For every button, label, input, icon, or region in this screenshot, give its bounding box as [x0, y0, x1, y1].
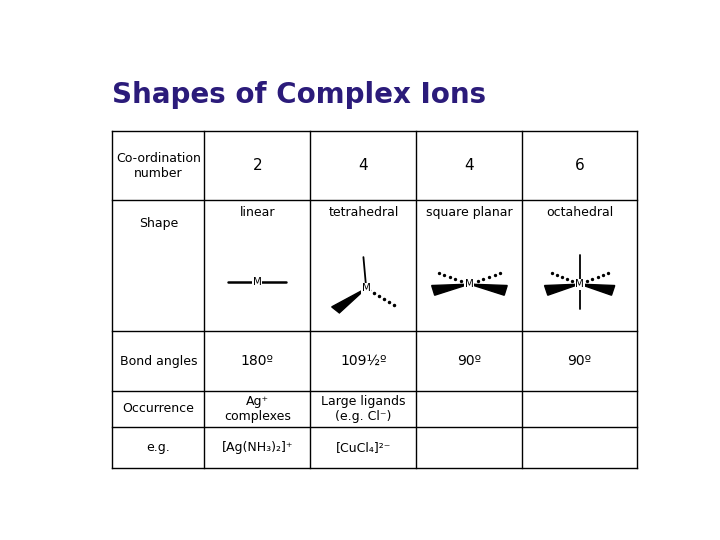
Text: e.g.: e.g.	[146, 441, 170, 454]
Polygon shape	[469, 284, 507, 295]
Text: 90º: 90º	[567, 354, 592, 368]
Text: Occurrence: Occurrence	[122, 402, 194, 415]
Text: [Ag(NH₃)₂]⁺: [Ag(NH₃)₂]⁺	[222, 441, 293, 454]
Polygon shape	[544, 284, 580, 295]
Text: Large ligands
(e.g. Cl⁻): Large ligands (e.g. Cl⁻)	[321, 395, 405, 423]
Text: Shapes of Complex Ions: Shapes of Complex Ions	[112, 82, 487, 110]
Text: Shape: Shape	[139, 217, 178, 231]
Text: linear: linear	[240, 206, 275, 219]
Polygon shape	[332, 288, 366, 313]
Text: square planar: square planar	[426, 206, 513, 219]
Text: 180º: 180º	[241, 354, 274, 368]
Text: M: M	[465, 279, 474, 289]
Text: Ag⁺
complexes: Ag⁺ complexes	[224, 395, 291, 423]
Polygon shape	[432, 284, 469, 295]
Text: 109½º: 109½º	[340, 354, 387, 368]
Text: M: M	[361, 284, 371, 293]
Text: 90º: 90º	[457, 354, 482, 368]
Text: 4: 4	[359, 158, 368, 173]
Polygon shape	[580, 284, 615, 295]
Text: M: M	[253, 277, 262, 287]
Text: tetrahedral: tetrahedral	[328, 206, 399, 219]
Text: Bond angles: Bond angles	[120, 355, 197, 368]
Text: Co-ordination
number: Co-ordination number	[116, 152, 201, 180]
Text: 4: 4	[464, 158, 474, 173]
Text: 6: 6	[575, 158, 585, 173]
Text: [CuCl₄]²⁻: [CuCl₄]²⁻	[336, 441, 391, 454]
Text: M: M	[575, 279, 584, 289]
Text: 2: 2	[253, 158, 262, 173]
Text: octahedral: octahedral	[546, 206, 613, 219]
